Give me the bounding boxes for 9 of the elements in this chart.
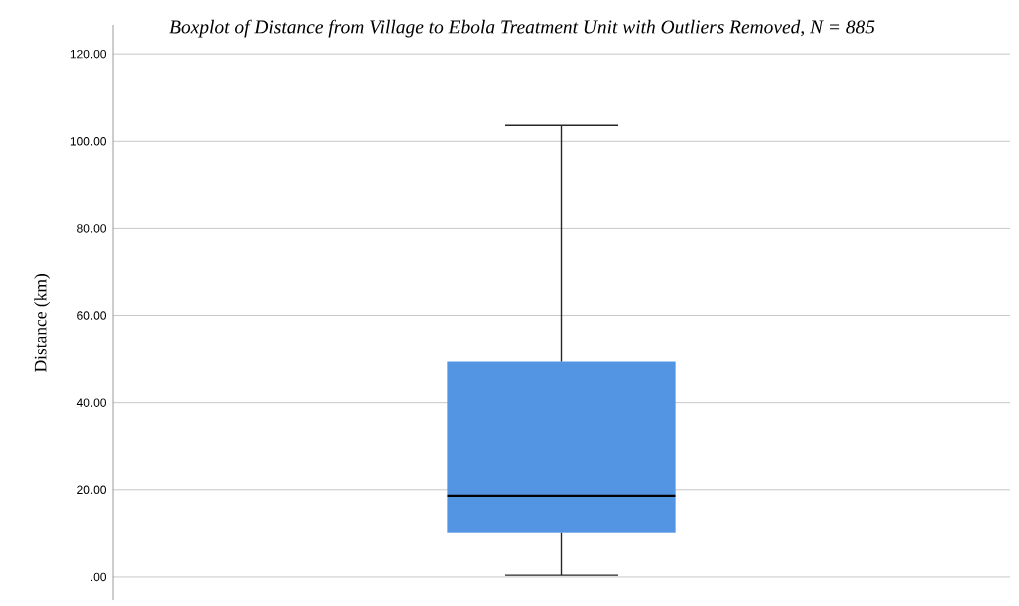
y-tick-label: 120.00 — [70, 49, 107, 59]
y-tick-label: 80.00 — [77, 224, 107, 233]
y-tick-label: .00 — [90, 572, 107, 582]
y-axis-title: Distance (km) — [34, 273, 51, 372]
y-tick-label: 20.00 — [77, 485, 107, 495]
y-tick-label: 100.00 — [70, 137, 107, 146]
y-tick-label: 60.00 — [77, 311, 107, 320]
y-tick-label: 40.00 — [76, 398, 107, 407]
chart-title: Boxplot of Distance from Village to Ebola Treatment Unit with Outliers Removed, N = 885 — [169, 19, 875, 38]
